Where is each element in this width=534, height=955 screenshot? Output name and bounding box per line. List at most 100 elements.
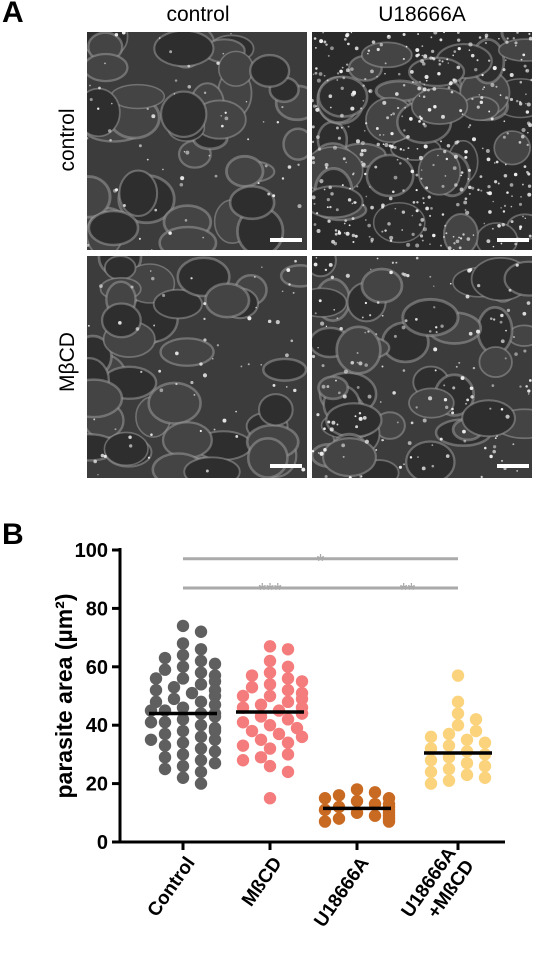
- data-point: [295, 675, 309, 688]
- data-point: [208, 675, 222, 688]
- data-point: [451, 719, 465, 732]
- data-point: [442, 739, 456, 752]
- data-point: [167, 692, 181, 706]
- data-point: [460, 768, 474, 782]
- data-point: [382, 815, 396, 828]
- data-point: [281, 695, 295, 709]
- data-point: [281, 672, 295, 685]
- data-point: [263, 654, 277, 668]
- data-point: [158, 716, 172, 729]
- data-point: [318, 815, 332, 828]
- data-point: [460, 756, 474, 770]
- micrograph-control-control: [87, 32, 307, 250]
- column-header-u18666a: U18666A: [378, 3, 466, 26]
- data-point: [236, 689, 250, 703]
- data-point: [295, 730, 309, 744]
- panel-a-letter: A: [2, 0, 24, 29]
- data-point: [478, 759, 492, 773]
- data-point: [281, 736, 295, 749]
- data-point: [176, 771, 190, 784]
- data-point: [368, 809, 382, 822]
- data-point: [149, 683, 163, 697]
- data-point: [176, 701, 190, 714]
- y-axis-label: parasite area (µm²): [51, 593, 77, 798]
- data-point: [424, 730, 438, 744]
- data-point: [478, 736, 492, 749]
- data-point: [176, 748, 190, 761]
- data-point: [208, 689, 222, 703]
- y-tick-label: 0: [97, 832, 108, 854]
- data-point: [442, 727, 456, 741]
- data-point: [424, 777, 438, 790]
- data-point: [194, 625, 208, 638]
- data-point: [176, 736, 190, 749]
- data-point: [158, 651, 172, 665]
- y-tick-label: 60: [86, 657, 108, 679]
- x-tick-label: U18666A: [310, 853, 373, 931]
- data-point: [263, 640, 277, 653]
- data-point: [208, 657, 222, 671]
- data-point: [424, 765, 438, 779]
- scale-bar: [270, 464, 302, 468]
- y-tick-label: 100: [75, 540, 108, 562]
- y-tick-label: 80: [86, 598, 108, 620]
- data-point: [245, 681, 259, 694]
- data-point: [194, 666, 208, 679]
- data-point: [332, 812, 346, 825]
- data-point: [254, 751, 268, 764]
- data-point: [263, 689, 277, 703]
- data-point: [194, 719, 208, 732]
- data-point: [236, 754, 250, 767]
- data-point: [208, 698, 222, 711]
- data-point: [478, 771, 492, 784]
- data-point: [144, 733, 158, 746]
- data-point: [208, 745, 222, 758]
- data-point: [451, 707, 465, 720]
- data-point: [176, 713, 190, 726]
- data-point: [208, 733, 222, 746]
- data-point: [158, 762, 172, 776]
- scatter-chart: 0 20 40 60 80 100 parasite area (µm²) Control Mß…: [51, 540, 505, 934]
- data-point: [281, 713, 295, 726]
- data-point: [424, 754, 438, 767]
- column-header-control: control: [166, 3, 230, 26]
- y-tick-label: 40: [86, 715, 108, 737]
- row-header-mbcd: MβCD: [56, 332, 79, 392]
- data-point: [469, 724, 483, 738]
- data-point: [176, 672, 190, 685]
- data-point: [144, 716, 158, 729]
- significance-label: *: [317, 551, 325, 573]
- data-point: [350, 783, 364, 796]
- scale-bar: [497, 238, 529, 242]
- data-point: [281, 683, 295, 697]
- data-point: [194, 643, 208, 656]
- data-point: [263, 666, 277, 679]
- data-point: [281, 765, 295, 779]
- data-point: [295, 692, 309, 706]
- data-point: [368, 786, 382, 799]
- data-point: [254, 733, 268, 746]
- significance-label: ***: [258, 580, 282, 602]
- data-point: [176, 724, 190, 738]
- data-point: [236, 716, 250, 729]
- data-point: [194, 777, 208, 790]
- data-point: [194, 754, 208, 767]
- data-point: [332, 789, 346, 802]
- data-point: [245, 669, 259, 682]
- data-point: [281, 660, 295, 673]
- data-point: [194, 695, 208, 709]
- micrograph-mbcd-u18666a: [312, 256, 532, 478]
- data-point: [254, 698, 268, 711]
- data-point: [176, 660, 190, 673]
- panel-b-letter: B: [2, 518, 24, 551]
- data-point: [263, 719, 277, 732]
- data-point: [442, 762, 456, 776]
- x-tick-label: MßCD: [238, 853, 287, 910]
- row-header-control: control: [56, 108, 79, 172]
- data-point: [194, 742, 208, 755]
- x-tick-label: U18666A+MßCD: [397, 843, 478, 934]
- data-point: [208, 724, 222, 738]
- data-point: [194, 678, 208, 691]
- micrograph-control-u18666a: [312, 32, 532, 250]
- micrograph-mbcd-control: [87, 256, 307, 478]
